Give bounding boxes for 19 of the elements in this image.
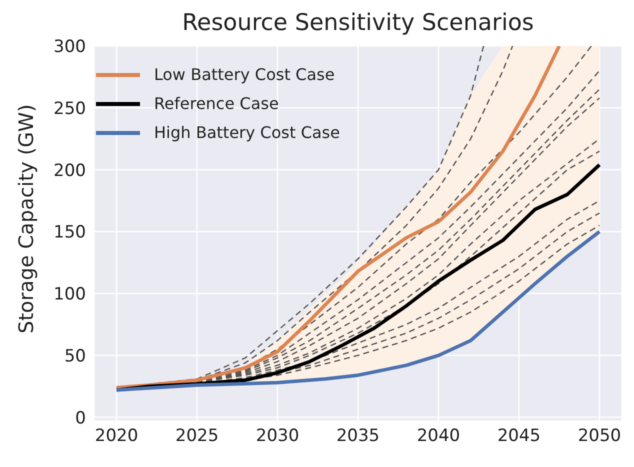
y-tick-label: 50 bbox=[64, 346, 86, 366]
x-tick-label: 2035 bbox=[336, 426, 380, 446]
y-tick-label: 250 bbox=[54, 98, 86, 119]
chart-title: Resource Sensitivity Scenarios bbox=[181, 10, 535, 36]
x-tick-label: 2040 bbox=[416, 426, 460, 446]
y-tick-label: 0 bbox=[75, 408, 86, 428]
y-tick-label: 200 bbox=[54, 160, 86, 181]
y-tick-label: 150 bbox=[54, 222, 86, 243]
y-tick-label: 100 bbox=[54, 284, 86, 305]
legend-label: Low Battery Cost Case bbox=[154, 65, 335, 84]
x-tick-label: 2020 bbox=[94, 426, 138, 446]
x-tick-label: 2045 bbox=[497, 426, 541, 446]
x-tick-label: 2030 bbox=[256, 426, 300, 446]
y-axis-title: Storage Capacity (GW) bbox=[14, 104, 38, 334]
legend-label: High Battery Cost Case bbox=[154, 123, 340, 142]
x-tick-label: 2050 bbox=[578, 426, 622, 446]
legend-label: Reference Case bbox=[154, 94, 279, 113]
y-tick-label: 300 bbox=[54, 37, 86, 58]
x-tick-label: 2025 bbox=[175, 426, 219, 446]
